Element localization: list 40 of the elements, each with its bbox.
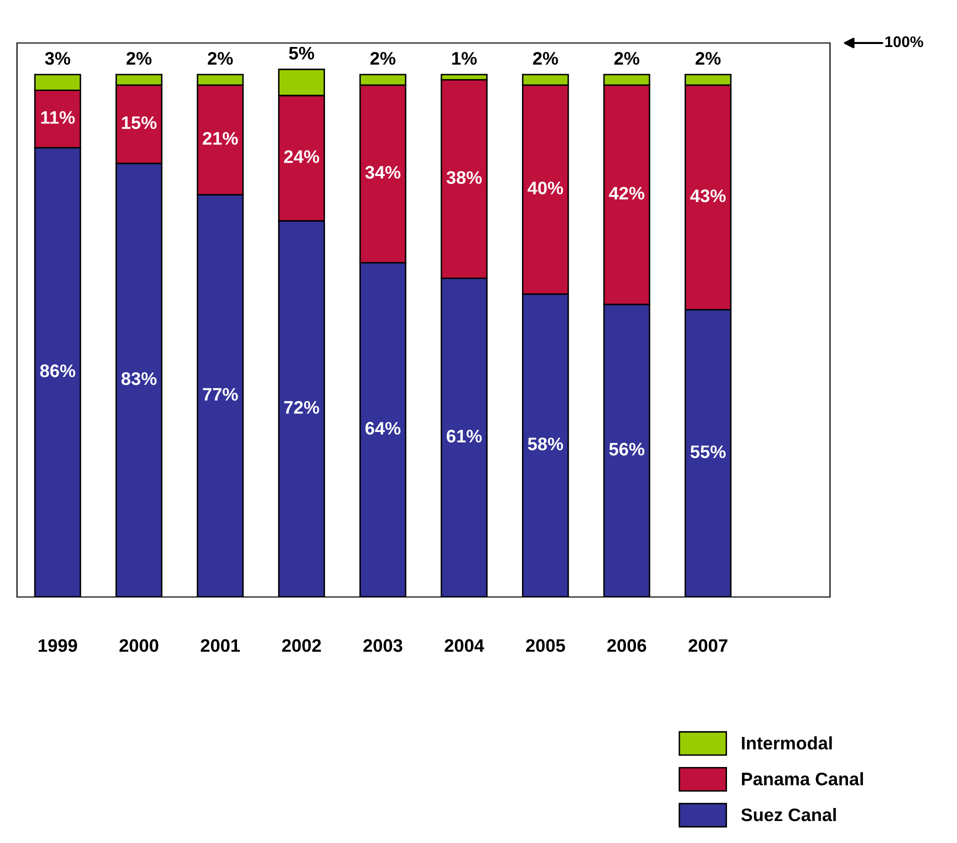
data-label: 1% [452, 52, 477, 65]
data-label: 11% [41, 111, 75, 124]
x-tick-label: 2000 [119, 639, 158, 652]
data-label: 38% [446, 171, 482, 184]
data-label: 2% [533, 52, 558, 65]
data-label: 43% [690, 189, 726, 202]
text: 100% [885, 36, 924, 48]
x-tick-label: 2005 [526, 639, 566, 652]
data-label: 77% [202, 388, 238, 401]
legend-label: Panama Canal [742, 772, 863, 786]
data-label: 72% [284, 401, 320, 414]
x-tick-label: 2001 [200, 639, 240, 652]
data-label: 2% [208, 52, 233, 65]
data-label: 5% [289, 46, 314, 60]
data-label: 24% [284, 150, 320, 163]
x-tick-label: 2002 [282, 639, 321, 652]
data-label: 42% [608, 186, 644, 200]
data-label: 83% [121, 372, 157, 386]
data-label: 64% [365, 422, 400, 435]
data-label: 40% [528, 182, 564, 194]
data-label: 56% [609, 442, 644, 456]
data-label: 86% [40, 364, 76, 378]
data-label: 2% [126, 52, 152, 65]
data-label: 21% [202, 132, 238, 145]
data-label: 3% [45, 52, 70, 65]
legend-label: Intermodal [742, 736, 832, 750]
data-label: 15% [122, 116, 157, 130]
x-tick-label: 2006 [607, 639, 646, 652]
x-tick-label: 2004 [444, 639, 484, 652]
x-tick-label: 2003 [363, 639, 402, 652]
x-tick-label: 2007 [688, 639, 728, 652]
data-label: 61% [446, 430, 482, 443]
x-tick-label: 1999 [38, 639, 78, 652]
data-label: 2% [696, 52, 721, 65]
data-label: 2% [370, 52, 396, 65]
data-label: 34% [365, 166, 400, 179]
data-label: 55% [690, 445, 726, 458]
legend-label: Suez Canal [741, 808, 836, 822]
data-label: 2% [614, 52, 640, 65]
data-label: 58% [528, 438, 564, 450]
